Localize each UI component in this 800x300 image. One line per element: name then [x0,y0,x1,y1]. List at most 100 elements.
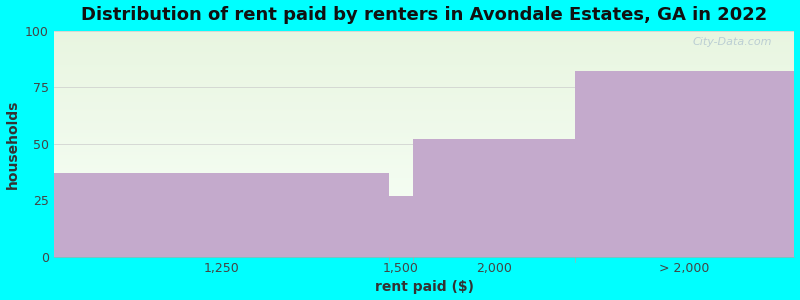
Bar [54,133,794,134]
Bar [54,251,794,253]
Bar [54,241,794,242]
Bar [54,208,794,209]
Bar [54,117,794,118]
Bar [54,138,794,139]
Bar [54,134,794,135]
Bar [54,100,794,101]
Bar [54,49,794,50]
Bar [54,76,794,77]
Bar [54,105,794,106]
Bar [54,203,794,204]
Bar [54,45,794,46]
Bar [54,75,794,76]
Bar [54,102,794,103]
Bar [54,113,794,114]
Bar [54,120,794,121]
Bar [54,143,794,144]
Bar [54,153,794,154]
Bar [54,173,794,174]
Bar [54,184,794,186]
Bar [54,209,794,211]
Bar [54,119,794,120]
Bar [54,94,794,95]
Bar [54,114,794,116]
Bar [54,232,794,233]
Bar [54,163,794,164]
Bar [54,145,794,146]
Bar [54,32,794,33]
Bar [54,104,794,105]
Bar [54,73,794,74]
Bar [54,38,794,39]
Bar [54,50,794,51]
Bar [54,212,794,213]
Bar [54,158,794,159]
Bar [54,198,794,199]
Bar [54,39,794,40]
Bar [54,48,794,49]
Bar [54,121,794,122]
Bar [54,189,794,190]
Bar [54,103,794,104]
Bar [54,218,794,220]
Bar [54,236,794,237]
Bar [54,80,794,82]
Bar [54,224,794,225]
Bar [54,225,794,226]
Bar [54,160,794,161]
Bar [54,223,794,224]
Bar [54,140,794,142]
Bar [54,256,794,257]
Bar [54,221,794,222]
Bar [54,228,794,229]
Bar [54,182,794,184]
Bar [54,79,794,80]
Bar [54,174,794,175]
Bar [54,128,794,129]
Bar [54,71,794,73]
Bar [54,173,390,257]
Bar [54,233,794,234]
Bar [54,186,794,187]
Bar [54,211,794,212]
Bar [54,33,794,34]
Bar [54,170,794,171]
Bar [54,171,794,172]
Bar [54,118,794,119]
Bar [54,240,794,241]
Bar [54,43,794,44]
Bar [54,205,794,206]
Bar [54,177,794,178]
Bar [54,254,794,255]
Bar [54,135,794,136]
Bar [54,197,794,198]
Bar [54,202,794,203]
Bar [54,96,794,98]
Bar [54,231,794,232]
Bar [54,144,794,145]
Bar [54,92,794,93]
Bar [54,36,794,38]
Bar [54,181,794,182]
Bar [54,59,794,60]
Bar [54,230,794,231]
Bar [54,91,794,92]
Bar [54,89,794,91]
Bar [54,44,794,45]
Bar [54,129,794,130]
Bar [54,85,794,86]
Bar [54,168,794,169]
Bar [54,161,794,162]
Bar [54,222,794,223]
Bar [54,246,794,247]
Bar [54,237,794,238]
Bar [54,67,794,68]
Bar [54,51,794,52]
Bar [54,106,794,108]
Bar [54,95,794,96]
Bar [54,56,794,57]
Bar [54,250,794,251]
Bar [54,249,794,250]
Bar [54,122,794,124]
Bar [54,136,794,137]
